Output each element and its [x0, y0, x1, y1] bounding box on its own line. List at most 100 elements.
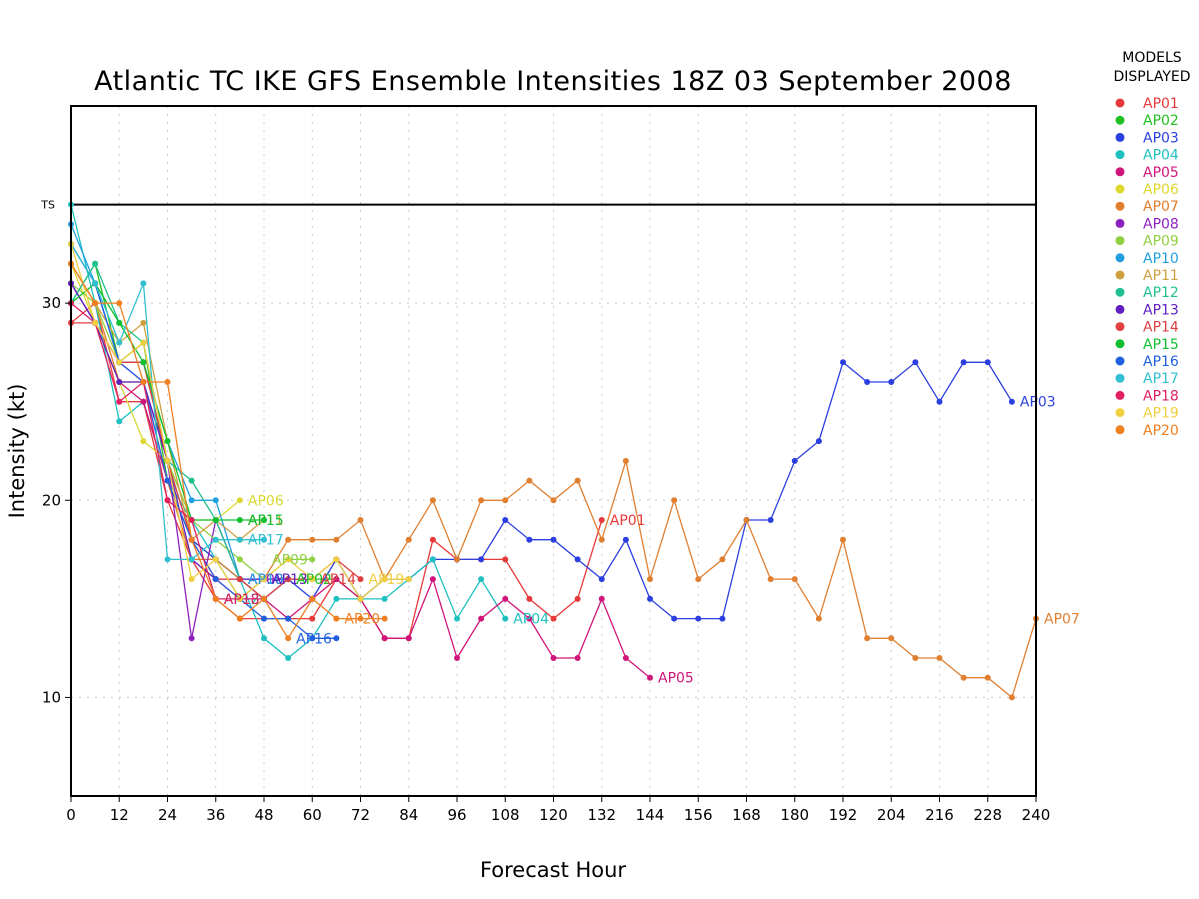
data-point	[333, 576, 340, 583]
data-point	[478, 576, 485, 583]
series-ap20	[68, 260, 388, 642]
data-point	[695, 615, 702, 622]
data-point	[1008, 398, 1015, 405]
data-point	[429, 556, 436, 563]
x-tick-label: 96	[447, 806, 466, 824]
end-label: AP07	[1044, 612, 1080, 628]
data-point	[960, 359, 967, 366]
legend-item: AP20	[1115, 423, 1179, 439]
data-point	[405, 536, 412, 543]
end-label: AP19	[369, 572, 405, 588]
data-point	[116, 300, 123, 307]
data-point	[598, 536, 605, 543]
data-point	[598, 595, 605, 602]
end-label: AP03	[1020, 395, 1056, 411]
data-point	[261, 536, 267, 543]
data-point	[164, 457, 171, 464]
series-line	[70, 302, 240, 600]
data-point	[164, 379, 171, 385]
data-point	[381, 635, 388, 642]
y-tick-label: 20	[42, 491, 61, 509]
data-point	[429, 576, 436, 583]
data-point	[333, 635, 340, 642]
data-point	[164, 497, 171, 504]
x-tick-label: 84	[399, 806, 418, 824]
data-point	[140, 438, 147, 445]
data-point	[236, 536, 243, 543]
data-point	[116, 418, 123, 425]
data-point	[261, 576, 267, 583]
data-point	[261, 615, 267, 622]
data-point	[502, 595, 509, 602]
data-point	[526, 615, 533, 622]
legend-marker	[1115, 236, 1125, 246]
legend-label: AP02	[1143, 113, 1179, 129]
x-tick-label: 72	[351, 806, 370, 824]
data-point	[92, 319, 99, 326]
legend-label: AP16	[1143, 354, 1179, 370]
data-point	[791, 457, 798, 464]
end-label: AP14	[320, 572, 356, 588]
end-label: AP05	[658, 671, 694, 687]
data-point	[164, 438, 171, 445]
legend-marker	[1115, 408, 1125, 418]
legend-item: AP09	[1115, 234, 1179, 250]
legend-item: AP03	[1115, 130, 1179, 146]
legend-label: AP11	[1143, 268, 1179, 284]
legend-item: AP11	[1115, 268, 1179, 284]
legend-item: AP17	[1115, 371, 1179, 387]
data-point	[767, 517, 774, 523]
data-point	[236, 497, 243, 504]
data-point	[188, 576, 195, 583]
end-label: AP20	[344, 612, 380, 628]
legend-label: AP13	[1143, 302, 1179, 318]
data-point	[936, 398, 943, 405]
data-point	[502, 615, 509, 622]
data-point	[574, 556, 581, 563]
data-point	[960, 674, 967, 681]
data-point	[478, 556, 485, 563]
data-point	[285, 615, 292, 622]
legend-marker	[1115, 115, 1125, 125]
x-tick-label: 132	[587, 806, 616, 824]
data-point	[357, 576, 364, 583]
x-tick-label: 144	[636, 806, 665, 824]
grid	[71, 106, 1036, 796]
legend-label: AP03	[1143, 130, 1179, 146]
data-point	[140, 339, 147, 346]
end-label: AP01	[610, 513, 646, 529]
data-point	[285, 635, 292, 642]
legend-label: AP01	[1143, 96, 1179, 112]
data-point	[236, 595, 243, 602]
data-point	[309, 556, 316, 563]
data-point	[116, 359, 123, 366]
data-point	[647, 674, 653, 681]
legend-label: AP17	[1143, 371, 1179, 387]
end-label: AP06	[248, 493, 284, 509]
data-point	[454, 556, 460, 563]
legend-marker	[1115, 425, 1125, 435]
data-point	[912, 359, 919, 366]
legend-marker	[1115, 270, 1125, 280]
data-point	[526, 536, 533, 543]
x-tick-label: 240	[1022, 806, 1051, 824]
data-point	[767, 576, 774, 583]
x-tick-label: 108	[491, 806, 520, 824]
data-point	[309, 615, 316, 622]
data-point	[719, 556, 726, 563]
data-point	[671, 615, 678, 622]
legend-item: AP06	[1115, 182, 1179, 198]
data-point	[454, 655, 460, 661]
legend-label: AP14	[1143, 320, 1179, 336]
data-point	[888, 635, 895, 642]
data-point	[381, 576, 388, 583]
data-point	[526, 595, 533, 602]
x-tick-label: 204	[877, 806, 906, 824]
data-point	[357, 615, 364, 622]
data-point	[236, 517, 243, 523]
data-point	[261, 517, 267, 523]
x-tick-label: 60	[303, 806, 322, 824]
data-point	[116, 319, 123, 326]
data-point	[140, 398, 147, 405]
